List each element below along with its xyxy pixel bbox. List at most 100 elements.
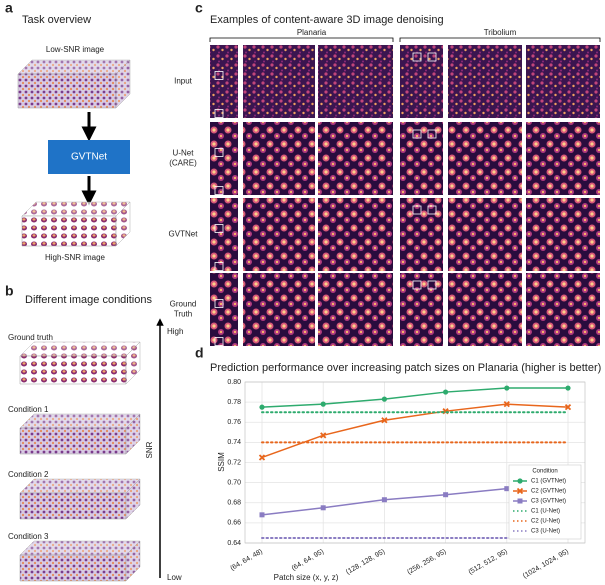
roi-box [427, 52, 437, 62]
y-tick-label: 0.78 [227, 399, 241, 406]
marker [381, 417, 388, 424]
image-tile [243, 122, 315, 195]
image-tile [526, 273, 600, 346]
legend-label: C3 (GVTNet) [531, 499, 566, 505]
volume [21, 215, 117, 247]
volume [19, 540, 141, 556]
row-label: GVTNet [169, 230, 199, 239]
image-tile [318, 45, 393, 118]
panel-label: b [5, 283, 14, 299]
row-label-line: Input [174, 77, 193, 86]
condition-label: Ground truth [8, 333, 53, 342]
y-tick-label: 0.72 [227, 459, 241, 466]
model-box [48, 140, 130, 174]
volume [125, 413, 141, 455]
bracket [209, 37, 394, 42]
x-tick-label: (1024, 1024, 95) [522, 548, 570, 580]
legend-label: C3 (U-Net) [531, 529, 560, 535]
row-label-line: Ground [170, 300, 197, 309]
marker [504, 486, 510, 492]
row-label-line: Truth [174, 310, 192, 319]
panel-label: d [195, 345, 204, 361]
volume [19, 341, 141, 357]
volume [19, 492, 127, 520]
chart-title: Prediction performance over increasing p… [210, 362, 601, 374]
roi-box [214, 224, 224, 233]
image-tile [210, 273, 238, 346]
row-label-line: GVTNet [169, 230, 199, 239]
panel-title: Task overview [22, 14, 91, 26]
image-tile [243, 198, 315, 271]
y-tick-label: 0.74 [227, 439, 241, 446]
snr-high: High [167, 327, 183, 336]
x-tick-label: (64, 64, 95) [291, 548, 326, 572]
volume [19, 355, 127, 385]
image-tile [448, 273, 522, 346]
marker [516, 487, 524, 495]
image-tile [318, 198, 393, 271]
marker [565, 385, 571, 391]
group-label: Planaria [297, 28, 327, 37]
snr-low: Low [167, 573, 182, 582]
row-label: Ground Truth [170, 300, 197, 319]
image-tile [210, 45, 238, 118]
image-tile [318, 273, 393, 346]
image-tile [210, 122, 238, 195]
volume [17, 73, 117, 109]
marker [443, 389, 449, 395]
roi-box [214, 148, 224, 157]
marker [381, 396, 387, 402]
roi-box [427, 280, 437, 290]
marker [320, 401, 326, 407]
roi-box [214, 262, 224, 271]
y-tick-label: 0.70 [227, 479, 241, 486]
volume [19, 413, 141, 429]
image-tile [318, 122, 393, 195]
image-tile [448, 198, 522, 271]
caption: High-SNR image [45, 253, 106, 262]
volume [19, 478, 141, 494]
roi-box [427, 205, 437, 215]
line-chart: 0.64 0.66 0.68 0.70 0.72 0.74 0.76 0.78 0.80 (64,… [227, 379, 586, 580]
volume-image [17, 59, 131, 109]
image-tile [526, 198, 600, 271]
condition-label: Condition 2 [8, 470, 49, 479]
legend-label: C1 (U-Net) [531, 509, 560, 515]
image-tile [210, 198, 238, 271]
roi-box [214, 337, 224, 346]
model-label: GVTNet [71, 152, 107, 163]
image-tile [448, 122, 522, 195]
marker [517, 498, 523, 504]
roi-box [427, 129, 437, 139]
x-axis-label: Patch size (x, y, z) [274, 573, 339, 582]
roi-box [412, 205, 422, 215]
y-tick-label: 0.64 [227, 540, 241, 547]
roi-box [214, 186, 224, 195]
condition-label: Condition 3 [8, 532, 49, 541]
x-tick-label: (64, 64, 48) [229, 548, 264, 572]
roi-box [412, 52, 422, 62]
volume [115, 201, 131, 247]
volume-image [21, 201, 131, 247]
y-axis-label: SSIM [217, 452, 226, 472]
legend-label: C1 (GVTNet) [531, 479, 566, 485]
legend-title: Condition [532, 469, 557, 475]
plot-frame [244, 381, 586, 544]
image-grid: Planaria Tribolium Input U-Net (CARE) GVTNet G… [169, 28, 601, 346]
marker [320, 432, 327, 439]
marker [517, 478, 523, 484]
image-tile [243, 45, 315, 118]
legend-label: C2 (GVTNet) [531, 489, 566, 495]
marker [443, 492, 449, 498]
row-label-line: U-Net [173, 149, 195, 158]
snr-label: SNR [145, 441, 154, 458]
volume [19, 427, 127, 455]
y-tick-label: 0.76 [227, 419, 241, 426]
image-tile [448, 45, 522, 118]
marker [259, 512, 265, 518]
x-tick-label: (128, 128, 95) [345, 548, 386, 576]
roi-box [214, 71, 224, 80]
marker [381, 497, 387, 503]
x-tick-label: (256, 256, 95) [406, 548, 447, 576]
